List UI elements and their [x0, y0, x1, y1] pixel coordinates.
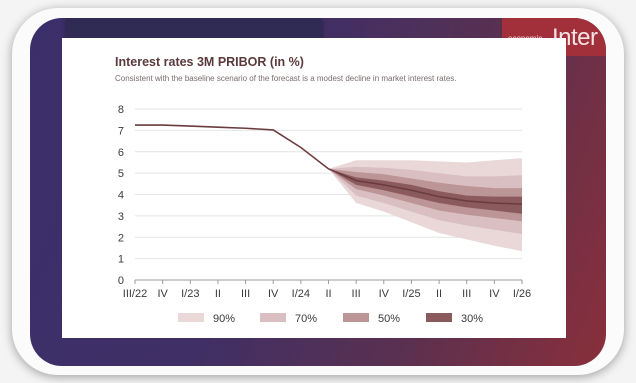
x-tick-label: III/22 [123, 288, 147, 300]
x-tick-label: IV [157, 288, 168, 300]
y-tick-label: 1 [118, 254, 124, 266]
y-tick-label: 0 [118, 275, 124, 287]
x-tick-label: I/23 [181, 288, 199, 300]
x-tick-label: III [462, 288, 471, 300]
y-tick-label: 3 [118, 211, 124, 223]
x-tick-label: IV [268, 288, 279, 300]
y-tick-label: 5 [118, 168, 124, 180]
y-tick-label: 4 [118, 190, 124, 202]
legend-label: 30% [461, 313, 483, 325]
legend-swatch [426, 313, 452, 322]
legend-swatch [260, 313, 286, 322]
legend-label: 50% [378, 313, 400, 325]
x-tick-label: IV [379, 288, 390, 300]
x-tick-label: II [215, 288, 221, 300]
legend-swatch [178, 313, 204, 322]
legend-label: 90% [213, 313, 235, 325]
x-tick-label: I/25 [402, 288, 420, 300]
x-tick-label: III [241, 288, 250, 300]
x-tick-label: II [436, 288, 442, 300]
y-tick-label: 6 [118, 147, 124, 159]
x-tick-label: II [325, 288, 331, 300]
y-tick-label: 7 [118, 125, 124, 137]
x-tick-label: I/26 [513, 288, 531, 300]
legend-swatch [343, 313, 369, 322]
legend: 90% 70% 50% 30% [178, 313, 483, 325]
x-tick-label: I/24 [292, 288, 310, 300]
x-tick-label: III [352, 288, 361, 300]
y-tick-label: 2 [118, 232, 124, 244]
legend-label: 70% [295, 313, 317, 325]
x-tick-label: IV [489, 288, 500, 300]
y-tick-label: 8 [118, 104, 124, 116]
